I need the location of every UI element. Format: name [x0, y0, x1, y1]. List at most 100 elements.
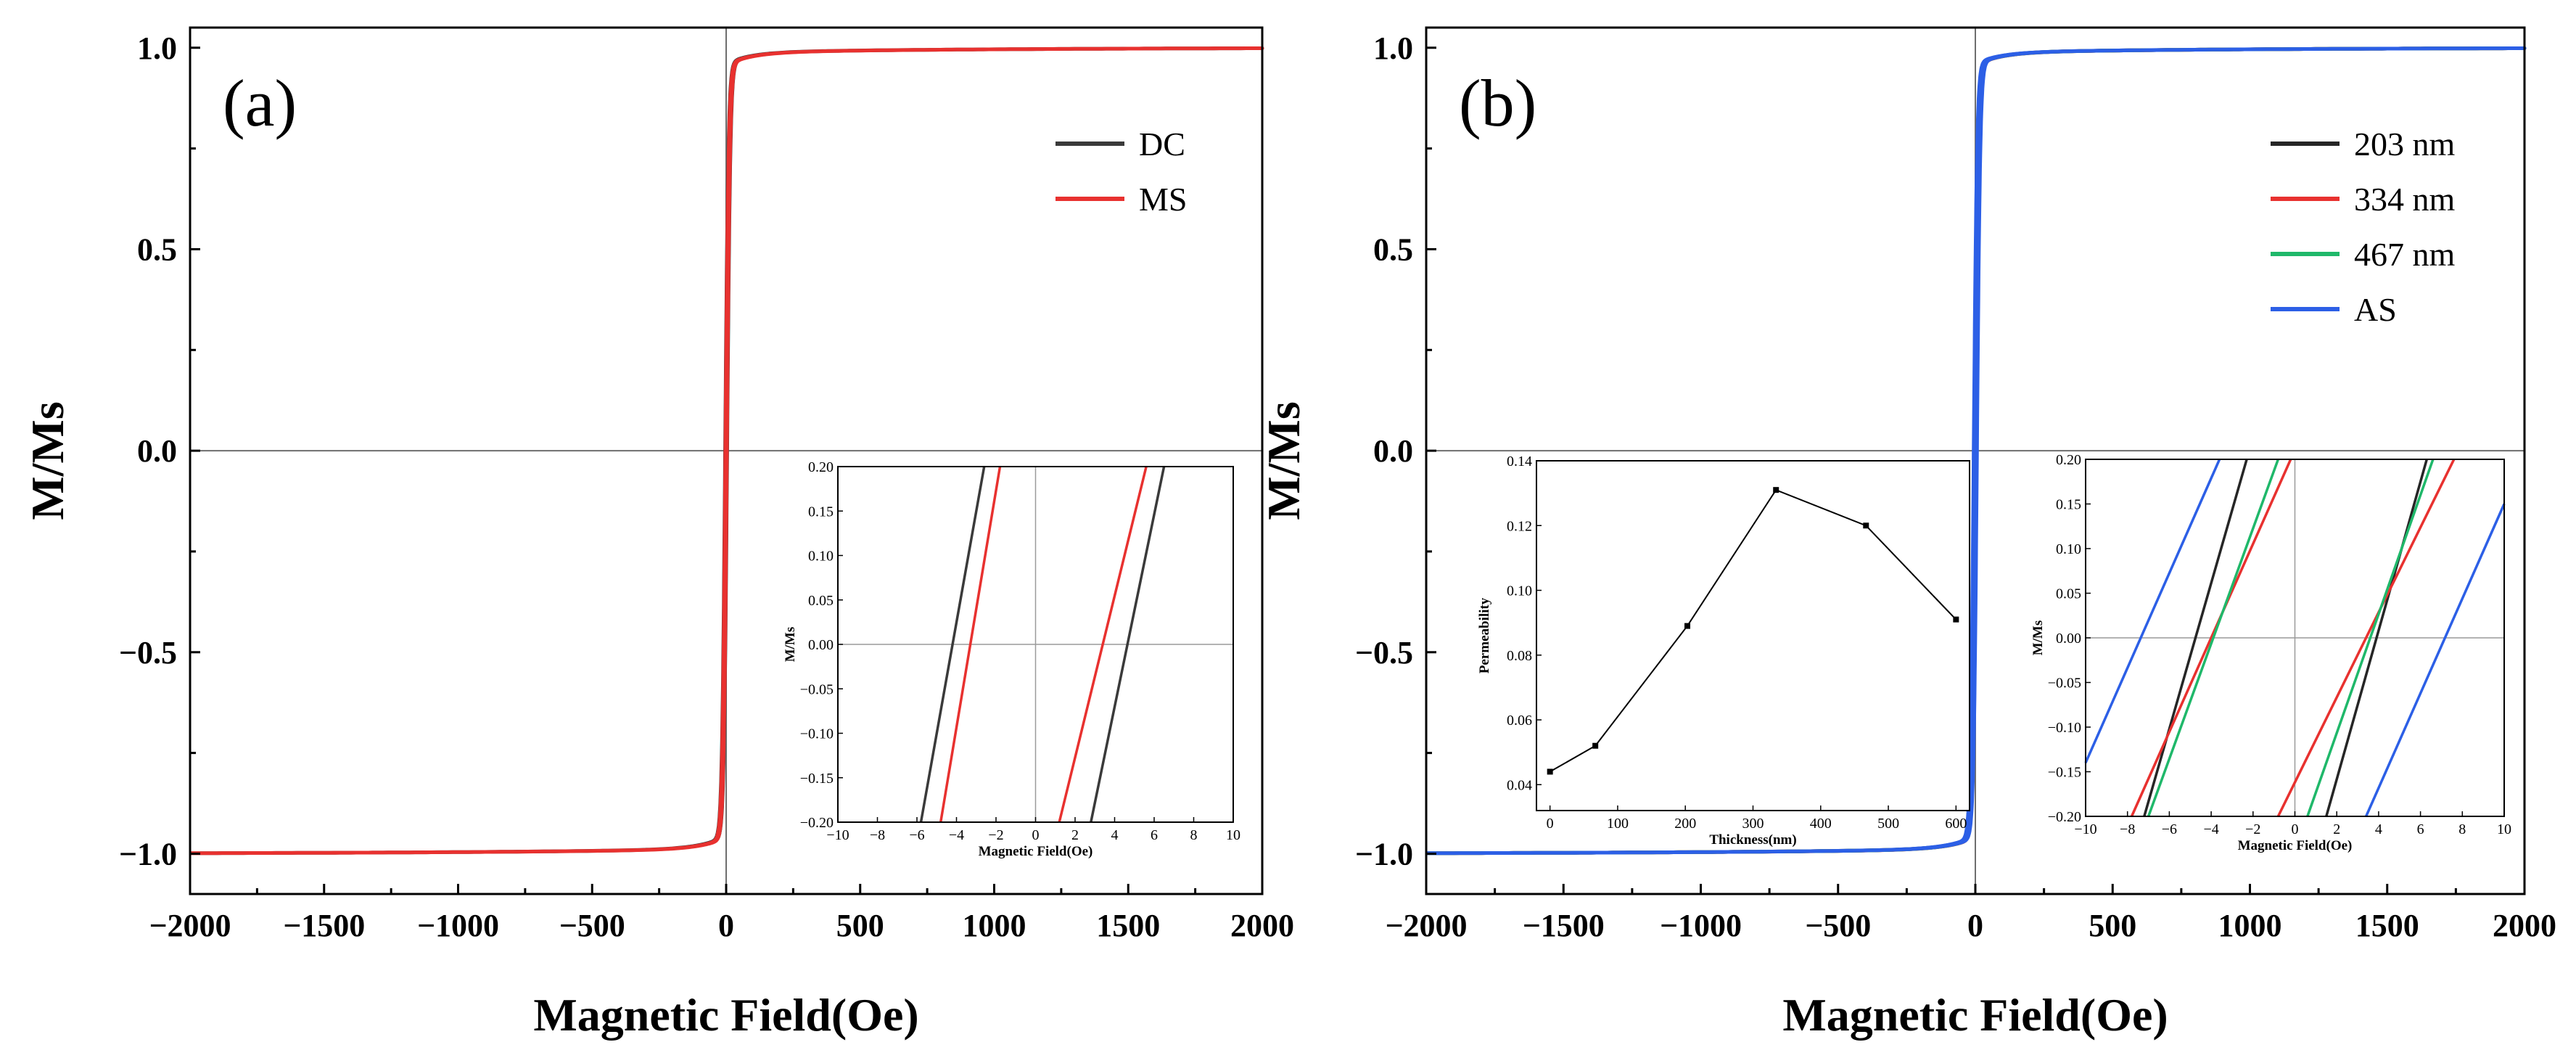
inset-y-axis-label: Permeability: [1477, 597, 1492, 673]
inset-y-axis-label: M/Ms: [2030, 620, 2046, 656]
inset-y-tick-label: 0.00: [2056, 631, 2081, 647]
x-tick-label: 0: [1967, 908, 1983, 943]
y-tick-label: 1.0: [1373, 30, 1413, 66]
inset-x-tick-label: −10: [2074, 821, 2096, 837]
inset-series-line-334-nm: [2276, 459, 2456, 817]
inset-y-tick-label: 0.00: [808, 637, 834, 653]
inset-x-tick-label: 8: [2458, 821, 2466, 837]
inset-x-tick-label: 4: [1111, 827, 1119, 843]
y-tick-label: −0.5: [119, 635, 177, 671]
x-axis-label: Magnetic Field(Oe): [1782, 989, 2168, 1041]
inset-series-line-as: [2364, 503, 2506, 817]
inset-y-tick-label: −0.10: [800, 726, 834, 742]
inset-x-tick-label: 300: [1742, 816, 1764, 832]
inset-x-tick-label: 10: [2497, 821, 2511, 837]
inset-x-tick-label: −2: [2245, 821, 2260, 837]
x-tick-label: −1000: [417, 908, 499, 943]
legend-label: AS: [2354, 291, 2397, 328]
inset-x-tick-label: −8: [870, 827, 885, 843]
inset-panel-b-hysteresis: −10 −8 −6 −4 −2 0 2 4 6 8 10 −0.20 −0.15 −0.10 −0.05 0.…: [2030, 452, 2511, 853]
inset-x-tick-label: −2: [988, 827, 1003, 843]
inset-x-tick-label: 4: [2375, 821, 2382, 837]
x-tick-label: −1000: [1660, 908, 1742, 943]
legend-label: 334 nm: [2354, 181, 2456, 218]
x-tick-label: −2000: [1385, 908, 1467, 943]
inset-y-tick-label: 0.20: [808, 459, 834, 475]
inset-x-tick-label: 6: [1151, 827, 1158, 843]
permeability-point: [1863, 522, 1869, 529]
inset-y-tick-label: 0.10: [1507, 583, 1532, 599]
inset-x-tick-label: 400: [1810, 816, 1832, 832]
inset-series-line-467-nm: [2147, 459, 2280, 817]
inset-x-tick-label: 2: [1071, 827, 1079, 843]
panel-a: −2000 −1500 −1000 −500 0 500 1000 1500 2000 −1.0 −…: [22, 26, 1294, 1041]
inset-x-tick-label: 500: [1877, 816, 1899, 832]
x-tick-label: 2000: [1230, 908, 1294, 943]
inset-y-tick-label: −0.05: [800, 681, 834, 697]
inset-y-tick-label: 0.06: [1507, 713, 1532, 729]
inset-y-tick-label: 0.08: [1507, 648, 1532, 664]
permeability-point: [1684, 623, 1691, 629]
inset-y-tick-label: −0.15: [800, 771, 834, 787]
inset-panel-a: −10 −8 −6 −4 −2 0 2 4 6 8 10 −0.20 −0.15 −0.10 −0.05 0.…: [783, 459, 1240, 859]
y-tick-label: 0.0: [1373, 433, 1413, 469]
permeability-point: [1953, 616, 1959, 623]
x-tick-label: −500: [1805, 908, 1871, 943]
y-axis-label: M/Ms: [22, 401, 73, 520]
inset-y-tick-label: 0.15: [808, 504, 834, 520]
inset-series-line-ms: [939, 466, 1002, 823]
inset-series-line-dc: [1090, 466, 1166, 823]
inset-x-tick-label: −6: [909, 827, 924, 843]
x-tick-label: −1500: [283, 908, 365, 943]
x-tick-label: 500: [2089, 908, 2136, 943]
inset-series-line-ms: [1058, 466, 1148, 823]
y-tick-label: −0.5: [1355, 635, 1413, 671]
inset-y-tick-label: −0.10: [2048, 720, 2081, 736]
inset-x-tick-label: 0: [1547, 816, 1554, 832]
inset-y-tick-label: 0.12: [1507, 518, 1532, 534]
x-tick-label: 500: [836, 908, 884, 943]
legend-label: 203 nm: [2354, 126, 2456, 163]
inset-y-tick-label: 0.05: [808, 593, 834, 609]
legend-label: DC: [1139, 126, 1185, 163]
inset-y-tick-label: 0.05: [2056, 586, 2081, 602]
inset-x-tick-label: 0: [1032, 827, 1040, 843]
y-tick-label: −1.0: [119, 836, 177, 872]
inset-x-tick-label: −4: [2203, 821, 2218, 837]
inset-y-tick-label: 0.10: [808, 549, 834, 565]
y-axis-label: M/Ms: [1258, 401, 1309, 520]
legend-label: MS: [1139, 181, 1187, 218]
inset-x-tick-label: −6: [2162, 821, 2177, 837]
x-tick-label: 1500: [2355, 908, 2419, 943]
inset-y-tick-label: −0.20: [800, 815, 834, 831]
inset-x-tick-label: 600: [1945, 816, 1967, 832]
y-tick-label: 0.5: [137, 231, 177, 267]
inset-y-tick-label: 0.04: [1507, 777, 1532, 793]
x-tick-label: −2000: [149, 908, 231, 943]
inset-series-line-dc: [919, 466, 986, 823]
y-tick-label: 0.5: [1373, 231, 1413, 267]
x-tick-label: 2000: [2493, 908, 2556, 943]
inset-y-tick-label: 0.20: [2056, 452, 2081, 468]
inset-permeability: 0 100 200 300 400 500 600 0.04 0.06 0.08 0.10 0.12 0…: [1477, 454, 1970, 848]
inset-x-axis-label: Magnetic Field(Oe): [979, 844, 1093, 859]
inset-series-line-334-nm: [2130, 459, 2292, 817]
inset-y-tick-label: −0.05: [2048, 676, 2081, 692]
inset-series-line-467-nm: [2306, 459, 2435, 817]
inset-y-tick-label: −0.20: [2048, 809, 2081, 825]
inset-y-tick-label: 0.15: [2056, 497, 2081, 513]
panel-label: (b): [1459, 66, 1536, 140]
inset-series-line-203-nm: [2325, 459, 2428, 817]
inset-x-tick-label: −4: [949, 827, 964, 843]
y-tick-label: −1.0: [1355, 836, 1413, 872]
x-tick-label: 0: [718, 908, 734, 943]
inset-background: [1536, 461, 1970, 811]
inset-x-tick-label: 10: [1226, 827, 1240, 843]
inset-x-tick-label: 6: [2417, 821, 2424, 837]
permeability-point: [1592, 742, 1599, 749]
inset-series-line-as: [2084, 459, 2221, 763]
inset-x-tick-label: 100: [1607, 816, 1629, 832]
x-tick-label: 1000: [2218, 908, 2282, 943]
inset-x-axis-label: Thickness(nm): [1709, 832, 1796, 848]
